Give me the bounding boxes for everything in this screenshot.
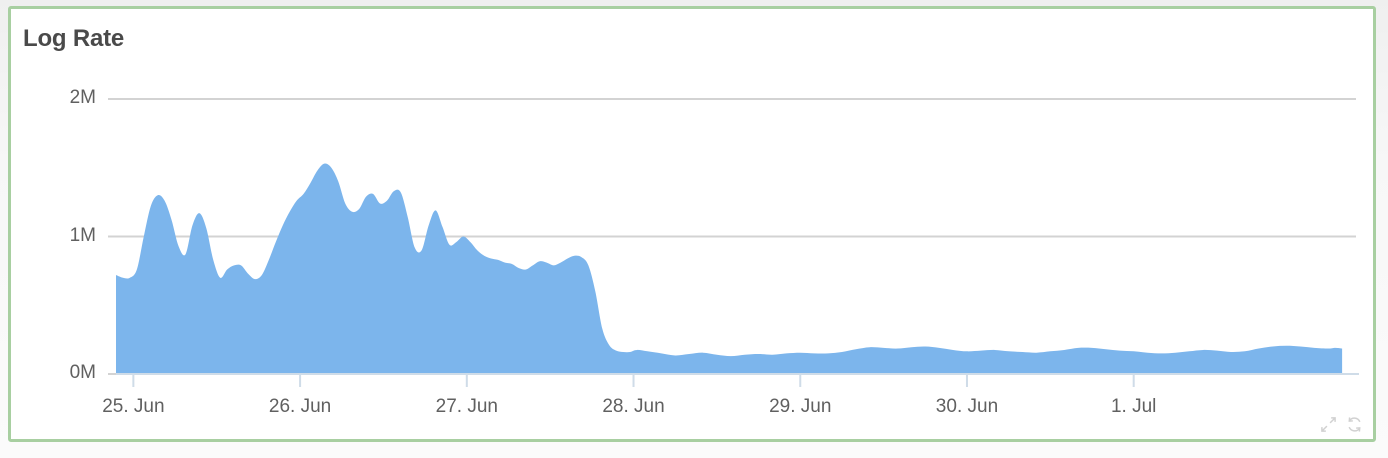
x-axis-tick-label: 1. Jul — [1110, 396, 1157, 417]
x-axis-tick-label: 29. Jun — [769, 396, 832, 417]
x-axis-tick-label: 25. Jun — [102, 396, 165, 417]
expand-icon[interactable] — [1320, 416, 1337, 433]
y-axis-tick-label: 2M — [69, 87, 96, 108]
y-axis-tick-label: 0M — [69, 362, 96, 383]
refresh-icon[interactable] — [1346, 416, 1363, 433]
x-axis-tick-label: 27. Jun — [435, 396, 498, 417]
chart-plot-area[interactable]: 2M 1M 0M 25. Jun 26. Jun 27. Jun 28. Jun 29. Ju… — [11, 9, 1373, 439]
log-rate-chart-panel: Log Rate 2M 1M 0M 25. Jun 26. Jun 27. Jun 28. … — [8, 6, 1376, 442]
area-series-log-rate — [116, 163, 1343, 374]
x-axis-tick-label: 26. Jun — [268, 396, 332, 417]
chart-svg — [108, 98, 1359, 387]
chart-footer-icons — [1320, 416, 1363, 433]
chart-title: Log Rate — [23, 25, 125, 52]
x-axis-tick-label: 28. Jun — [602, 396, 665, 417]
y-axis-tick-label: 1M — [69, 224, 96, 246]
x-axis-tick-label: 30. Jun — [935, 396, 999, 417]
